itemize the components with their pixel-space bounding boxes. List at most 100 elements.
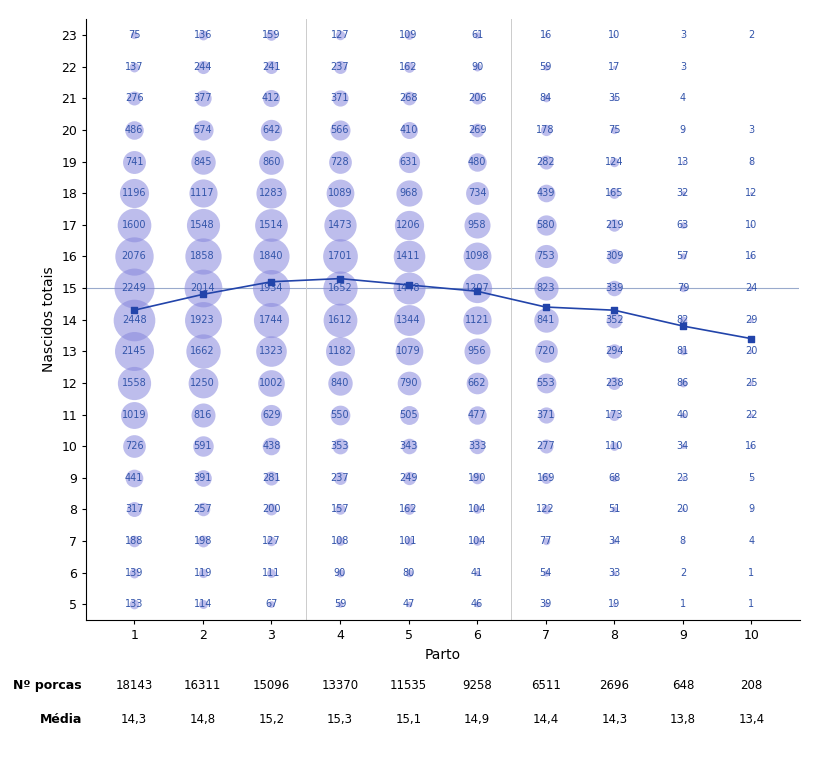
Text: 276: 276 — [124, 94, 143, 103]
Text: 159: 159 — [262, 30, 280, 40]
Text: 1098: 1098 — [464, 251, 489, 261]
Point — [128, 535, 141, 547]
Point — [265, 187, 278, 199]
Text: 956: 956 — [468, 346, 486, 356]
Point — [538, 250, 551, 263]
Text: 8: 8 — [748, 157, 753, 167]
Point — [607, 219, 620, 231]
Text: 1079: 1079 — [396, 346, 420, 356]
Text: 9: 9 — [679, 125, 686, 135]
Text: 104: 104 — [468, 536, 486, 546]
Text: 29: 29 — [744, 315, 757, 325]
Point — [470, 377, 483, 389]
Point — [196, 124, 209, 136]
Text: 16: 16 — [744, 441, 757, 451]
Text: 968: 968 — [399, 188, 417, 198]
Point — [607, 60, 620, 73]
Point — [607, 408, 620, 421]
Text: 4: 4 — [679, 94, 686, 103]
Point — [538, 92, 551, 105]
Point — [470, 187, 483, 199]
Text: 8: 8 — [679, 536, 686, 546]
Text: 16: 16 — [539, 30, 551, 40]
Text: 4: 4 — [748, 536, 753, 546]
Text: Nº porcas: Nº porcas — [13, 680, 82, 692]
Text: 46: 46 — [470, 599, 482, 609]
Text: 63: 63 — [676, 220, 688, 230]
Point — [196, 250, 209, 263]
Text: 1934: 1934 — [259, 283, 283, 293]
Text: 41: 41 — [470, 567, 482, 577]
Text: 169: 169 — [536, 473, 554, 483]
Point — [333, 60, 346, 73]
Text: 20: 20 — [676, 505, 688, 515]
Point — [538, 471, 551, 484]
Text: 68: 68 — [608, 473, 620, 483]
Text: 22: 22 — [744, 409, 757, 419]
Text: 339: 339 — [604, 283, 622, 293]
Text: 377: 377 — [193, 94, 212, 103]
Point — [607, 92, 620, 105]
Text: 1514: 1514 — [259, 220, 283, 230]
Point — [265, 219, 278, 231]
Text: 550: 550 — [330, 409, 349, 419]
Text: 136: 136 — [193, 30, 211, 40]
Text: 190: 190 — [468, 473, 486, 483]
Text: 90: 90 — [470, 62, 482, 72]
Point — [401, 567, 414, 579]
Text: 109: 109 — [399, 30, 417, 40]
Point — [744, 219, 757, 231]
Text: 438: 438 — [262, 441, 280, 451]
Text: 823: 823 — [536, 283, 554, 293]
Text: 84: 84 — [539, 94, 551, 103]
Text: 34: 34 — [676, 441, 688, 451]
Point — [128, 440, 141, 453]
Text: 841: 841 — [536, 315, 554, 325]
Text: 591: 591 — [193, 441, 211, 451]
Text: 1117: 1117 — [190, 188, 215, 198]
Point — [538, 535, 551, 547]
Point — [744, 471, 757, 484]
Text: 9258: 9258 — [462, 680, 491, 692]
Point — [196, 156, 209, 168]
Text: 3: 3 — [679, 62, 686, 72]
Text: 208: 208 — [740, 680, 762, 692]
Text: 15,1: 15,1 — [395, 713, 421, 725]
Text: 1600: 1600 — [122, 220, 146, 230]
Text: 67: 67 — [265, 599, 277, 609]
Text: 119: 119 — [193, 567, 211, 577]
Point — [538, 440, 551, 453]
Point — [196, 60, 209, 73]
Text: 108: 108 — [330, 536, 349, 546]
Point — [401, 124, 414, 136]
Point — [128, 345, 141, 357]
Point — [676, 377, 689, 389]
Text: 15,3: 15,3 — [327, 713, 352, 725]
Point — [676, 567, 689, 579]
Text: 371: 371 — [330, 94, 349, 103]
Point — [265, 440, 278, 453]
Text: 1196: 1196 — [122, 188, 146, 198]
Point — [196, 535, 209, 547]
Text: 1652: 1652 — [327, 283, 352, 293]
Point — [128, 567, 141, 579]
Point — [470, 408, 483, 421]
Text: 1207: 1207 — [464, 283, 489, 293]
Point — [128, 219, 141, 231]
Text: 80: 80 — [402, 567, 414, 577]
Point — [607, 187, 620, 199]
Text: 574: 574 — [193, 125, 212, 135]
Point — [676, 535, 689, 547]
Point — [538, 567, 551, 579]
Text: 741: 741 — [124, 157, 143, 167]
Point — [265, 276, 278, 288]
Text: 238: 238 — [604, 378, 622, 388]
Point — [128, 60, 141, 73]
Point — [470, 440, 483, 453]
Point — [470, 598, 483, 611]
Point — [744, 332, 757, 345]
Text: 277: 277 — [536, 441, 554, 451]
Point — [744, 503, 757, 515]
Text: 648: 648 — [671, 680, 693, 692]
Text: 840: 840 — [330, 378, 349, 388]
